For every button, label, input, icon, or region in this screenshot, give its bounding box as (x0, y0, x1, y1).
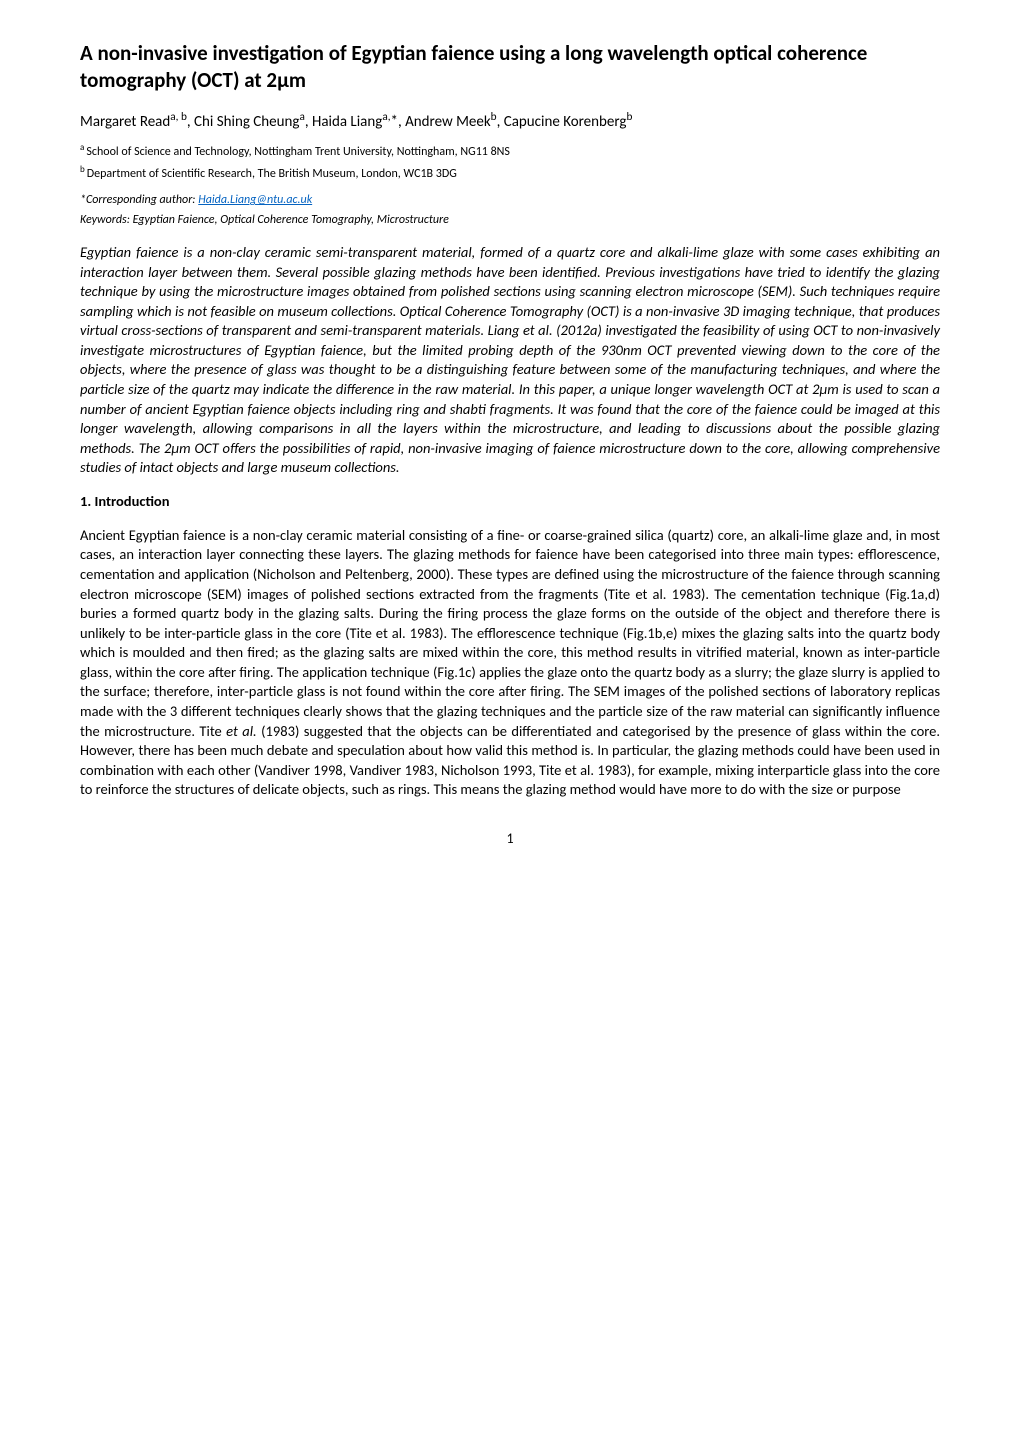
section-1-body: Ancient Egyptian faience is a non-clay c… (80, 526, 940, 800)
affiliation-b: b Department of Scientific Research, The… (80, 164, 940, 182)
keywords-text: Egyptian Faience, Optical Coherence Tomo… (133, 213, 449, 227)
paper-title: A non-invasive investigation of Egyptian… (80, 40, 940, 95)
affiliation-b-text: Department of Scientific Research, The B… (87, 167, 457, 181)
keywords-line: Keywords: Egyptian Faience, Optical Cohe… (80, 212, 940, 228)
corresponding-email-link[interactable]: Haida.Liang@ntu.ac.uk (198, 193, 312, 207)
affiliation-b-marker: b (80, 164, 87, 175)
keywords-label: Keywords: (80, 213, 130, 227)
affiliation-a: a School of Science and Technology, Nott… (80, 142, 940, 160)
abstract-text: Egyptian faience is a non-clay ceramic s… (80, 243, 940, 478)
page-number: 1 (80, 830, 940, 849)
authors-line: Margaret Reada, b, Chi Shing Cheunga, Ha… (80, 110, 940, 132)
corresponding-label: *Corresponding author: (80, 193, 196, 207)
section-1-heading: 1. Introduction (80, 492, 940, 512)
affiliation-a-text: School of Science and Technology, Nottin… (86, 145, 510, 159)
corresponding-author: *Corresponding author: Haida.Liang@ntu.a… (80, 192, 940, 208)
